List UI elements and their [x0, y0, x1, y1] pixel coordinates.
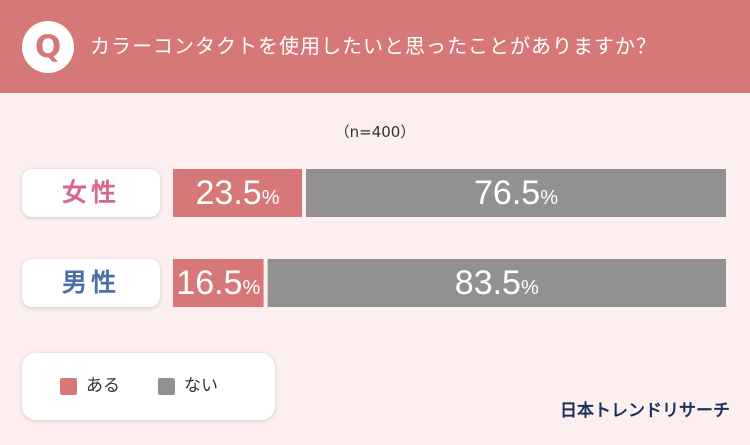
legend-swatch-yes [60, 377, 77, 395]
legend-item-yes: ある [60, 375, 120, 397]
bar-female-no [306, 169, 726, 217]
legend-item-no: ない [158, 375, 218, 397]
chart-legend: ある ない [22, 353, 275, 420]
brand-logo-text: 日本トレンドリサーチ [560, 401, 730, 421]
question-badge: Q [22, 21, 74, 73]
question-header: Q カラーコンタクトを使用したいと思ったことがありますか？ [0, 0, 750, 93]
bar-female-yes [173, 169, 303, 217]
legend-label-yes: ある [86, 376, 120, 396]
legend-label-no: ない [184, 376, 218, 396]
bar-male-no [267, 259, 726, 307]
question-text: カラーコンタクトを使用したいと思ったことがありますか？ [90, 34, 657, 58]
value-label-male-no: 83.5% [455, 264, 539, 302]
legend-swatch-no [158, 377, 175, 395]
value-label-female-yes: 23.5% [196, 174, 280, 212]
value-label-female-no: 76.5% [474, 174, 558, 212]
category-label-female: 女性 [22, 169, 160, 217]
value-label-male-yes: 16.5% [176, 264, 260, 302]
category-label-male: 男性 [22, 259, 160, 307]
bar-male-yes [173, 259, 264, 307]
sample-size-note: （n=400） [334, 123, 416, 141]
